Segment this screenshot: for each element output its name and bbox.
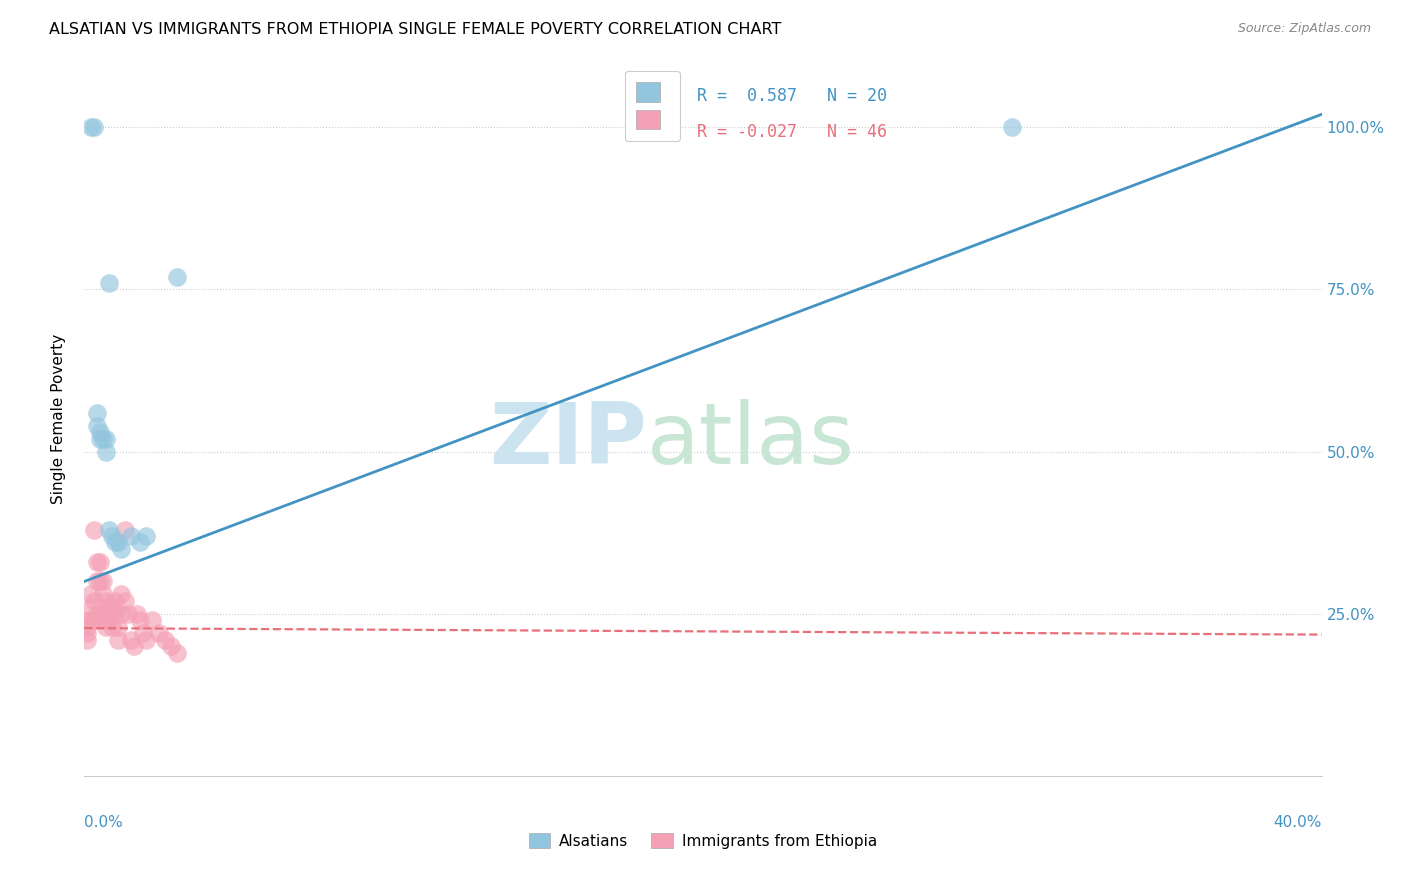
- Point: [98, 276, 121, 290]
- Point: [79, 600, 101, 615]
- Point: [76, 632, 98, 647]
- Point: [86, 418, 108, 433]
- Point: [135, 529, 157, 543]
- Point: [79, 120, 101, 135]
- Point: [98, 613, 121, 627]
- Point: [120, 632, 142, 647]
- Y-axis label: Single Female Poverty: Single Female Poverty: [51, 334, 66, 504]
- Text: Source: ZipAtlas.com: Source: ZipAtlas.com: [1237, 22, 1371, 36]
- Point: [125, 607, 148, 621]
- Point: [91, 574, 114, 589]
- Point: [101, 529, 124, 543]
- Point: [110, 587, 132, 601]
- Point: [166, 269, 188, 284]
- Point: [114, 523, 136, 537]
- Point: [86, 574, 108, 589]
- Point: [94, 594, 117, 608]
- Point: [110, 541, 132, 556]
- Point: [104, 535, 127, 549]
- Point: [83, 613, 105, 627]
- Point: [76, 626, 98, 640]
- Point: [166, 646, 188, 660]
- Point: [91, 587, 114, 601]
- Point: [89, 613, 111, 627]
- Point: [132, 626, 155, 640]
- Point: [94, 444, 117, 458]
- Point: [110, 607, 132, 621]
- Point: [160, 640, 183, 654]
- Point: [98, 523, 121, 537]
- Point: [89, 432, 111, 446]
- Point: [141, 613, 163, 627]
- Point: [76, 620, 98, 634]
- Point: [94, 432, 117, 446]
- Point: [83, 523, 105, 537]
- Point: [86, 555, 108, 569]
- Point: [76, 613, 98, 627]
- Text: ZIP: ZIP: [489, 399, 647, 483]
- Text: R =  0.587   N = 20: R = 0.587 N = 20: [697, 87, 887, 105]
- Point: [94, 620, 117, 634]
- Text: atlas: atlas: [647, 399, 855, 483]
- Point: [104, 594, 127, 608]
- Point: [98, 600, 121, 615]
- Point: [89, 555, 111, 569]
- Point: [107, 632, 129, 647]
- Point: [86, 406, 108, 420]
- Point: [89, 574, 111, 589]
- Legend: Alsatians, Immigrants from Ethiopia: Alsatians, Immigrants from Ethiopia: [523, 827, 883, 855]
- Text: R = -0.027   N = 46: R = -0.027 N = 46: [697, 123, 887, 141]
- Point: [107, 535, 129, 549]
- Text: ALSATIAN VS IMMIGRANTS FROM ETHIOPIA SINGLE FEMALE POVERTY CORRELATION CHART: ALSATIAN VS IMMIGRANTS FROM ETHIOPIA SIN…: [49, 22, 782, 37]
- Point: [89, 425, 111, 440]
- Point: [101, 620, 124, 634]
- Point: [107, 620, 129, 634]
- Point: [79, 587, 101, 601]
- Point: [86, 607, 108, 621]
- Point: [117, 607, 139, 621]
- Point: [94, 607, 117, 621]
- Point: [83, 120, 105, 135]
- Point: [120, 529, 142, 543]
- Point: [91, 432, 114, 446]
- Text: 0.0%: 0.0%: [84, 815, 124, 830]
- Point: [135, 632, 157, 647]
- Point: [83, 594, 105, 608]
- Point: [79, 613, 101, 627]
- Point: [101, 600, 124, 615]
- Point: [114, 594, 136, 608]
- Point: [153, 632, 176, 647]
- Text: 40.0%: 40.0%: [1274, 815, 1322, 830]
- Point: [104, 607, 127, 621]
- Point: [122, 640, 145, 654]
- Point: [129, 535, 152, 549]
- Point: [1001, 120, 1024, 135]
- Point: [129, 613, 152, 627]
- Point: [91, 607, 114, 621]
- Point: [148, 626, 170, 640]
